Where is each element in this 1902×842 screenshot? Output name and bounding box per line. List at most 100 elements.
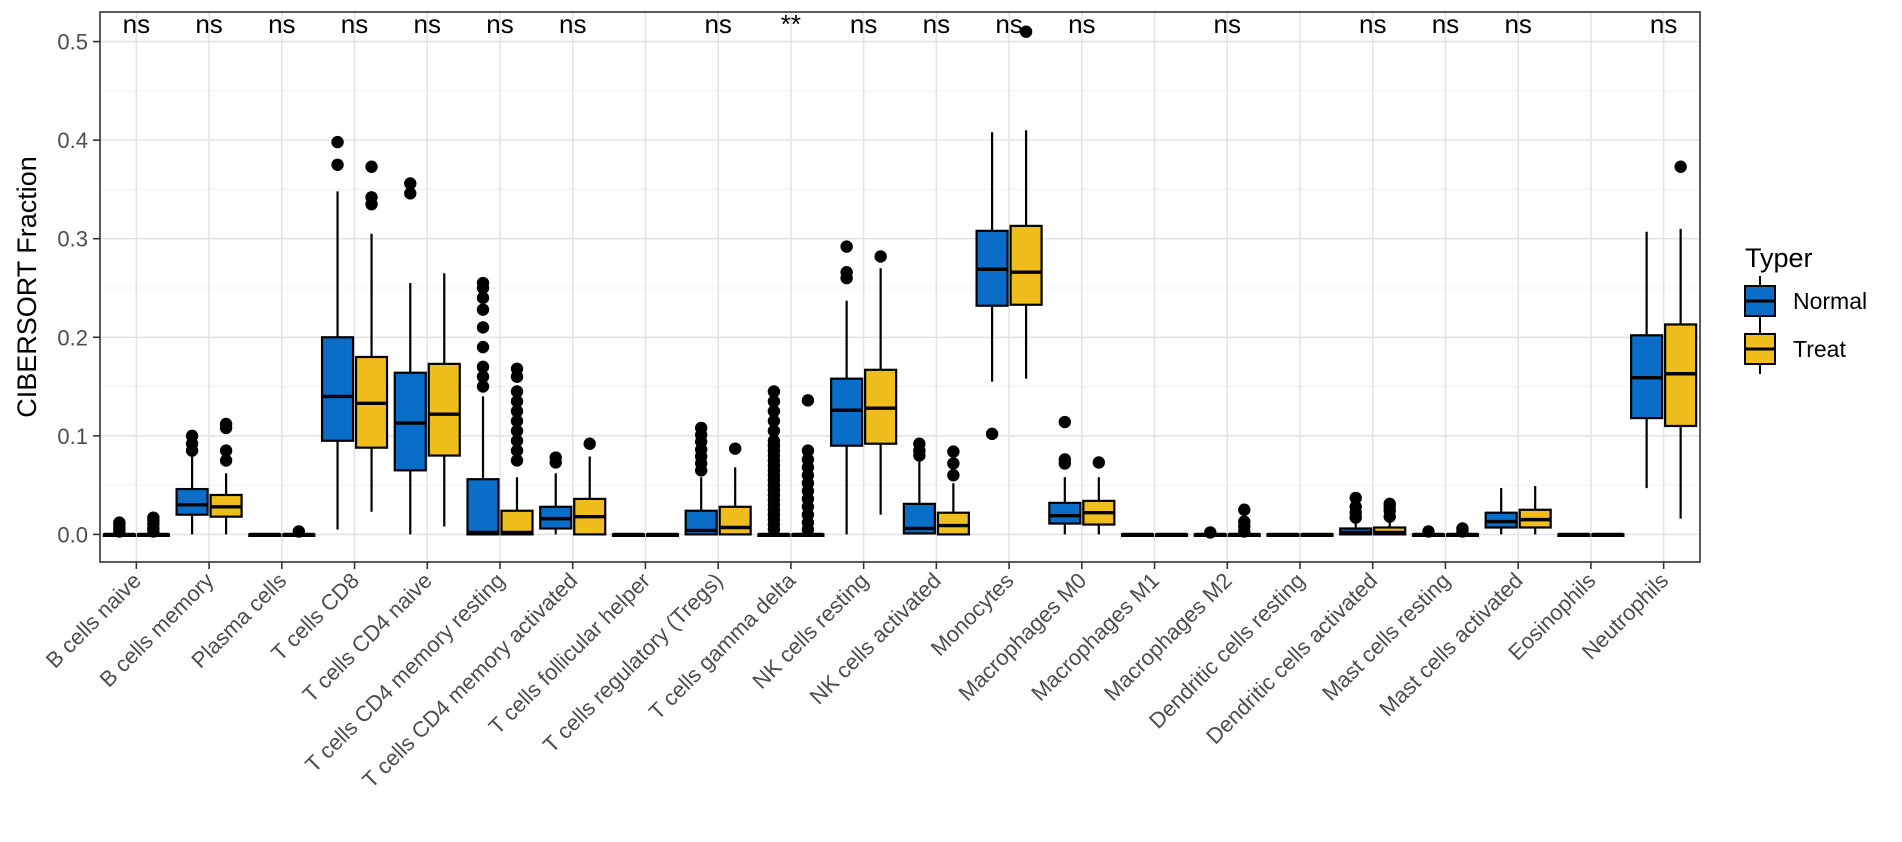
box-body xyxy=(320,336,355,442)
outlier-point xyxy=(1019,25,1033,38)
outlier-point xyxy=(510,424,524,438)
outlier-point xyxy=(510,444,524,457)
outlier-point xyxy=(510,434,524,447)
outlier-point xyxy=(801,394,815,407)
outlier-point xyxy=(404,177,417,190)
outlier-point xyxy=(767,395,781,408)
outlier-point xyxy=(1204,526,1217,539)
outlier-point xyxy=(292,525,306,538)
box-treat xyxy=(1154,532,1189,538)
outlier-point xyxy=(767,434,781,447)
box-normal xyxy=(1193,526,1227,539)
outlier-point xyxy=(510,362,524,376)
significance-label: ns xyxy=(268,9,295,39)
box-normal xyxy=(466,276,500,536)
box-normal xyxy=(1120,532,1155,538)
box-normal xyxy=(320,135,355,530)
box-normal xyxy=(1266,532,1300,538)
legend-label: Normal xyxy=(1793,288,1867,314)
y-tick-label: 0.4 xyxy=(57,128,88,153)
outlier-point xyxy=(1058,453,1072,466)
significance-label: ns xyxy=(341,9,368,39)
box-normal xyxy=(611,532,646,538)
box-body xyxy=(936,511,970,536)
significance-label: ns xyxy=(1650,9,1677,39)
box-normal xyxy=(1557,532,1591,538)
box-normal xyxy=(248,532,282,538)
outlier-point xyxy=(365,191,378,204)
box-treat xyxy=(500,362,534,536)
box-treat xyxy=(1009,25,1043,379)
box-body xyxy=(1009,224,1043,306)
box-normal xyxy=(757,385,791,538)
box-treat xyxy=(1082,456,1116,535)
box-normal xyxy=(1411,525,1446,538)
box-treat xyxy=(1664,160,1698,519)
box-normal xyxy=(175,429,209,535)
outlier-point xyxy=(874,250,887,263)
legend-item-treat: Treat xyxy=(1744,324,1846,374)
panel-border xyxy=(99,11,1701,563)
boxes xyxy=(102,25,1698,539)
significance-label: ns xyxy=(1432,9,1459,39)
outlier-point xyxy=(767,385,781,398)
outlier-point xyxy=(1349,491,1362,505)
box-treat xyxy=(427,273,461,527)
box-normal xyxy=(830,240,864,535)
significance-label: ns xyxy=(559,9,586,39)
outlier-point xyxy=(476,370,490,383)
outlier-point xyxy=(510,454,524,467)
outlier-point xyxy=(840,266,853,279)
box-body xyxy=(684,509,718,536)
outlier-point xyxy=(510,414,524,428)
outlier-point xyxy=(913,437,926,450)
outlier-point xyxy=(947,469,960,482)
y-tick-label: 0.2 xyxy=(57,325,88,350)
box-body xyxy=(830,377,864,447)
box-normal xyxy=(902,437,936,535)
outlier-point xyxy=(113,516,126,529)
significance-label: ns xyxy=(486,9,513,39)
significance-label: ns xyxy=(1359,9,1386,39)
y-tick-label: 0.3 xyxy=(57,227,88,252)
box-normal xyxy=(684,421,718,536)
box-normal xyxy=(539,451,573,535)
outlier-point xyxy=(767,414,781,428)
outlier-point xyxy=(985,427,999,441)
box-treat xyxy=(1227,503,1261,538)
significance-label: ns xyxy=(1214,9,1241,39)
box-body xyxy=(175,487,209,516)
box-treat xyxy=(1300,532,1334,538)
outlier-point xyxy=(1058,415,1072,429)
outlier-point xyxy=(549,451,562,464)
outlier-point xyxy=(331,158,344,171)
significance-label: ns xyxy=(995,9,1022,39)
significance-label: ns xyxy=(414,9,441,39)
outlier-point xyxy=(510,385,524,398)
box-treat xyxy=(282,525,316,538)
outlier-point xyxy=(185,429,199,443)
outlier-point xyxy=(801,453,815,466)
outlier-point xyxy=(1238,515,1251,528)
box-body xyxy=(466,478,500,536)
y-axis-title: CIBERSORT Fraction xyxy=(12,156,42,418)
outlier-point xyxy=(1456,522,1469,535)
box-treat xyxy=(1373,497,1407,536)
box-treat xyxy=(718,442,752,536)
box-normal xyxy=(1048,415,1082,535)
box-normal xyxy=(1484,488,1518,535)
outlier-point xyxy=(1349,500,1362,514)
outlier-point xyxy=(476,276,490,290)
significance-label: ns xyxy=(195,9,222,39)
outlier-point xyxy=(947,445,960,458)
significance-label: ** xyxy=(781,9,801,39)
outlier-point xyxy=(404,187,417,200)
significance-label: ns xyxy=(850,9,877,39)
outlier-point xyxy=(1422,525,1435,538)
outlier-point xyxy=(728,442,742,455)
y-tick-label: 0.5 xyxy=(57,30,88,55)
outlier-point xyxy=(219,417,233,431)
outlier-point xyxy=(476,303,490,316)
outlier-point xyxy=(510,395,524,408)
